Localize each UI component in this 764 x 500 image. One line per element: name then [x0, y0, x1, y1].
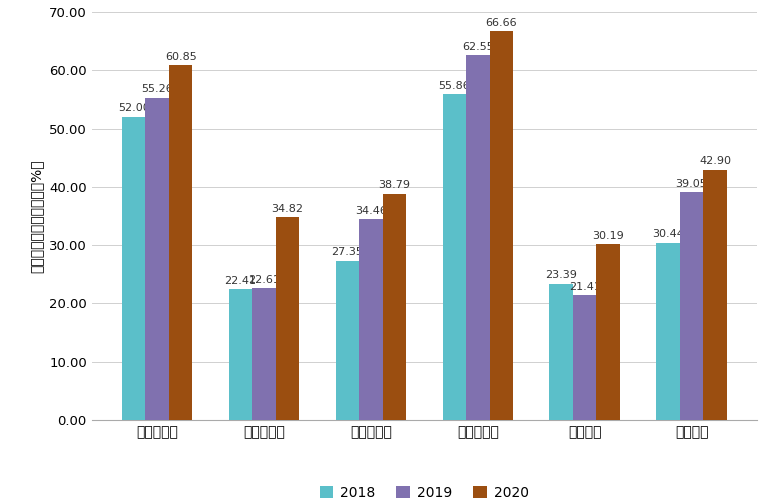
Text: 23.39: 23.39 [545, 270, 577, 280]
Bar [656, 242, 680, 420]
Text: 52.00: 52.00 [118, 104, 150, 114]
Bar [549, 284, 573, 420]
Y-axis label: 六类问题健康素养水平（%）: 六类问题健康素养水平（%） [30, 159, 44, 273]
Bar [252, 288, 276, 420]
Bar [169, 66, 193, 420]
Text: 22.41: 22.41 [225, 276, 257, 286]
Text: 21.41: 21.41 [568, 282, 601, 292]
Bar [442, 94, 466, 420]
Bar [573, 295, 597, 420]
Bar [466, 56, 490, 420]
Text: 30.44: 30.44 [652, 229, 684, 239]
Text: 38.79: 38.79 [378, 180, 410, 190]
Text: 27.35: 27.35 [332, 247, 364, 257]
Bar [276, 217, 299, 420]
Text: 55.26: 55.26 [141, 84, 173, 94]
Bar [122, 117, 145, 420]
Bar [704, 170, 727, 420]
Bar [228, 290, 252, 420]
Text: 34.82: 34.82 [271, 204, 303, 214]
Text: 39.05: 39.05 [675, 179, 707, 189]
Bar [490, 32, 513, 420]
Text: 42.90: 42.90 [699, 156, 731, 166]
Text: 60.85: 60.85 [165, 52, 196, 62]
Bar [680, 192, 704, 420]
Text: 62.55: 62.55 [462, 42, 494, 52]
Legend: 2018, 2019, 2020: 2018, 2019, 2020 [314, 480, 535, 500]
Bar [597, 244, 620, 420]
Text: 34.46: 34.46 [355, 206, 387, 216]
Bar [145, 98, 169, 420]
Text: 30.19: 30.19 [592, 230, 624, 240]
Bar [335, 260, 359, 420]
Bar [359, 219, 383, 420]
Bar [383, 194, 406, 420]
Text: 66.66: 66.66 [485, 18, 517, 28]
Text: 55.86: 55.86 [439, 81, 470, 91]
Text: 22.61: 22.61 [248, 274, 280, 284]
